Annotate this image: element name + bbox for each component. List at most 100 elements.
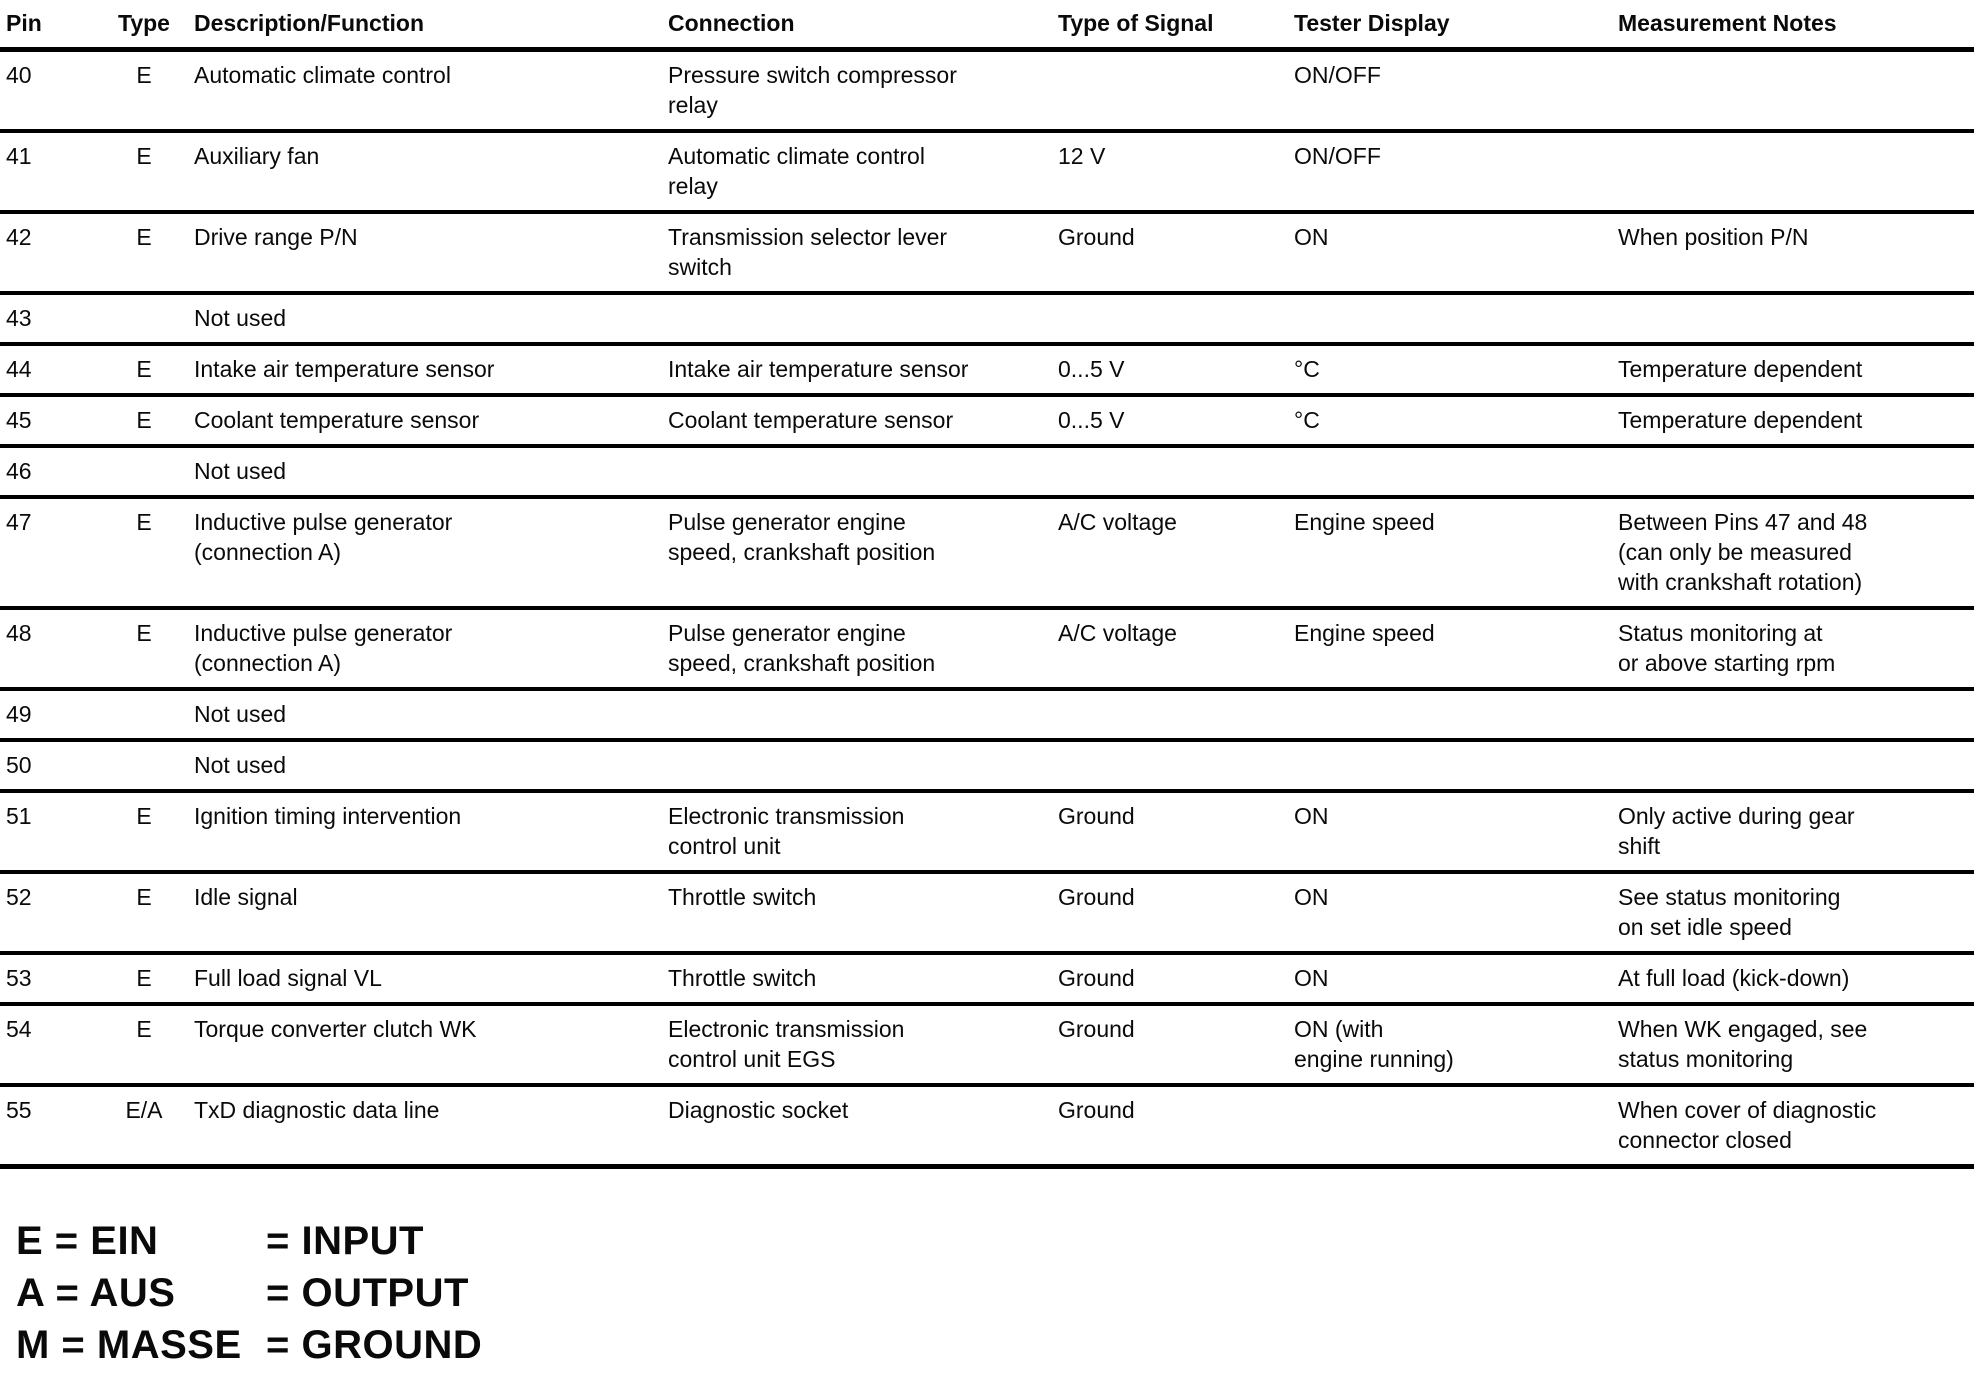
description-cell: Inductive pulse generator (connection A): [194, 620, 453, 676]
type-cell: [100, 740, 188, 791]
connection-cell: Diagnostic socket: [668, 1097, 849, 1123]
notes-cell: When WK engaged, see status monitoring: [1618, 1016, 1868, 1072]
signal-cell: Ground: [1058, 1016, 1135, 1042]
table-row: 47 E Inductive pulse generator (connecti…: [0, 497, 1974, 608]
table-row: 51 E Ignition timing intervention Electr…: [0, 791, 1974, 872]
notes-cell: When cover of diagnostic connector close…: [1618, 1097, 1877, 1153]
type-cell: [100, 293, 188, 344]
pin-cell: 42: [6, 224, 32, 250]
table-row: 50 Not used: [0, 740, 1974, 791]
type-cell: E/A: [125, 1097, 163, 1123]
description-cell: Intake air temperature sensor: [194, 356, 495, 382]
column-header-pin: Pin: [0, 0, 100, 52]
table-header: Pin Type Description/Function Connection…: [0, 0, 1974, 52]
tester-display-cell: Engine speed: [1294, 509, 1435, 535]
notes-cell: [1612, 689, 1974, 740]
tester-display-cell: [1288, 293, 1612, 344]
description-cell: Torque converter clutch WK: [194, 1016, 477, 1042]
notes-cell: At full load (kick-down): [1618, 965, 1850, 991]
pin-cell: 41: [6, 143, 32, 169]
signal-cell: Ground: [1058, 884, 1135, 910]
pin-cell: 51: [6, 803, 32, 829]
pin-cell: 40: [6, 62, 32, 88]
signal-cell: Ground: [1058, 1097, 1135, 1123]
notes-cell: Between Pins 47 and 48 (can only be meas…: [1618, 509, 1868, 595]
connection-cell: Pressure switch compressor relay: [668, 62, 957, 118]
connection-cell: Throttle switch: [668, 965, 817, 991]
description-cell: Not used: [194, 305, 287, 331]
signal-cell: [1052, 446, 1288, 497]
tester-display-cell: Engine speed: [1294, 620, 1435, 646]
signal-cell: Ground: [1058, 224, 1135, 250]
tester-display-cell: ON: [1294, 884, 1329, 910]
notes-cell: Only active during gear shift: [1618, 803, 1855, 859]
table-row: 46 Not used: [0, 446, 1974, 497]
table-row: 53 E Full load signal VL Throttle switch…: [0, 953, 1974, 1004]
notes-cell: [1612, 50, 1974, 132]
signal-cell: A/C voltage: [1058, 620, 1177, 646]
connection-cell: [662, 446, 1052, 497]
description-cell: Inductive pulse generator (connection A): [194, 509, 453, 565]
type-cell: E: [136, 803, 152, 829]
tester-display-cell: ON (with engine running): [1294, 1016, 1454, 1072]
tester-display-cell: [1288, 1085, 1612, 1167]
description-cell: Not used: [194, 752, 287, 778]
type-cell: E: [136, 62, 152, 88]
description-cell: Ignition timing intervention: [194, 803, 462, 829]
table-row: 48 E Inductive pulse generator (connecti…: [0, 608, 1974, 689]
pin-cell: 55: [6, 1097, 32, 1123]
tester-display-cell: [1288, 689, 1612, 740]
signal-cell: Ground: [1058, 803, 1135, 829]
description-cell: Coolant temperature sensor: [194, 407, 480, 433]
type-cell: E: [136, 224, 152, 250]
type-cell: E: [136, 884, 152, 910]
connection-cell: Coolant temperature sensor: [668, 407, 954, 433]
pin-cell: 44: [6, 356, 32, 382]
notes-cell: Temperature dependent: [1618, 356, 1863, 382]
type-cell: E: [136, 356, 152, 382]
signal-cell: [1052, 50, 1288, 132]
connection-cell: [662, 740, 1052, 791]
tester-display-cell: ON: [1294, 965, 1329, 991]
header-row: Pin Type Description/Function Connection…: [0, 0, 1974, 52]
connection-cell: Transmission selector lever switch: [668, 224, 948, 280]
notes-cell: Status monitoring at or above starting r…: [1618, 620, 1836, 676]
table-row: 40 E Automatic climate control Pressure …: [0, 50, 1974, 132]
notes-cell: [1612, 131, 1974, 212]
pin-cell: 45: [6, 407, 32, 433]
column-header-connection: Connection: [662, 0, 1052, 52]
type-cell: E: [136, 143, 152, 169]
table-row: 54 E Torque converter clutch WK Electron…: [0, 1004, 1974, 1085]
connection-cell: Intake air temperature sensor: [668, 356, 969, 382]
description-cell: Automatic climate control: [194, 62, 451, 88]
signal-cell: 0...5 V: [1058, 356, 1125, 382]
notes-cell: See status monitoring on set idle speed: [1618, 884, 1841, 940]
pin-cell: 53: [6, 965, 32, 991]
type-cell: E: [136, 965, 152, 991]
description-cell: Not used: [194, 701, 287, 727]
signal-cell: [1052, 740, 1288, 791]
tester-display-cell: [1288, 446, 1612, 497]
connection-cell: Pulse generator engine speed, crankshaft…: [668, 509, 936, 565]
pin-cell: 46: [6, 458, 32, 484]
legend-abbr-e: E = EIN: [16, 1219, 159, 1263]
type-cell: E: [136, 620, 152, 646]
legend-abbr-a: A = AUS: [16, 1271, 176, 1315]
column-header-notes: Measurement Notes: [1612, 0, 1974, 52]
legend-meaning-m: = GROUND: [266, 1323, 483, 1367]
pin-table-body: 40 E Automatic climate control Pressure …: [0, 50, 1974, 1167]
description-cell: Drive range P/N: [194, 224, 358, 250]
legend-meaning-e: = INPUT: [266, 1219, 424, 1263]
connection-cell: Pulse generator engine speed, crankshaft…: [668, 620, 936, 676]
pin-cell: 52: [6, 884, 32, 910]
tester-display-cell: ON: [1294, 224, 1329, 250]
connection-cell: Electronic transmission control unit EGS: [668, 1016, 905, 1072]
tester-display-cell: ON/OFF: [1294, 62, 1381, 88]
notes-cell: Temperature dependent: [1618, 407, 1863, 433]
type-cell: E: [136, 509, 152, 535]
signal-cell: 12 V: [1058, 143, 1106, 169]
signal-cell: Ground: [1058, 965, 1135, 991]
tester-display-cell: ON: [1294, 803, 1329, 829]
table-row: 42 E Drive range P/N Transmission select…: [0, 212, 1974, 293]
type-cell: E: [136, 407, 152, 433]
